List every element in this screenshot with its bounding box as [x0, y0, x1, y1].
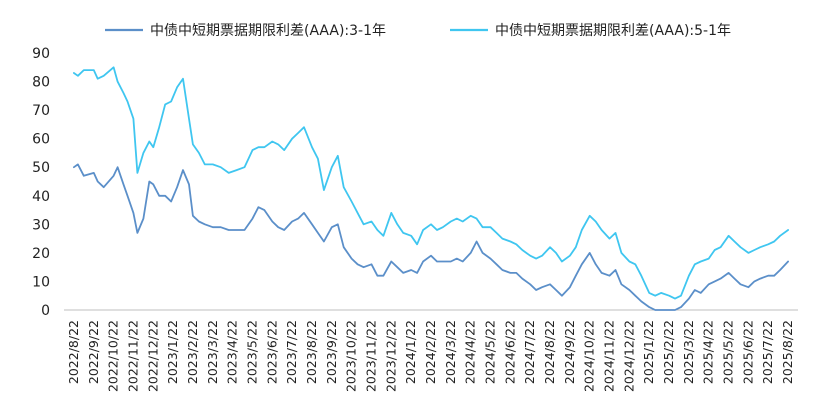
y-tick-label: 60: [32, 132, 50, 148]
series-layer: [73, 66, 789, 311]
x-tick-label: 2024/2/22: [423, 320, 438, 384]
series-line-1: [73, 163, 789, 311]
x-tick-label: 2025/2/22: [661, 320, 676, 384]
x-tick-label: 2024/5/22: [483, 320, 498, 384]
legend: 中债中短期票据期限利差(AAA):3-1年 中债中短期票据期限利差(AAA):5…: [105, 23, 731, 39]
x-tick-label: 2024/1/22: [403, 320, 418, 384]
x-tick-label: 2024/11/22: [602, 320, 617, 392]
x-tick-label: 2024/7/22: [522, 320, 537, 384]
x-tick-label: 2025/1/22: [641, 320, 656, 384]
x-tick-label: 2023/1/22: [165, 320, 180, 384]
x-tick-label: 2025/6/22: [740, 320, 755, 384]
x-tick-label: 2024/8/22: [542, 320, 557, 384]
y-tick-label: 30: [32, 217, 50, 233]
x-tick-label: 2023/10/22: [344, 320, 359, 392]
x-tick-label: 2022/8/22: [66, 320, 81, 384]
x-tick-label: 2024/9/22: [562, 320, 577, 384]
x-tick-label: 2025/8/22: [780, 320, 795, 384]
x-tick-label: 2022/9/22: [86, 320, 101, 384]
x-tick-label: 2022/11/22: [125, 320, 140, 392]
y-tick-label: 70: [32, 103, 50, 119]
y-tick-label: 10: [32, 274, 50, 290]
x-tick-label: 2023/6/22: [264, 320, 279, 384]
y-tick-label: 80: [32, 75, 50, 91]
x-tick-label: 2025/3/22: [681, 320, 696, 384]
y-axis: 0 10 20 30 40 50 60 70 80 90: [32, 46, 50, 319]
x-tick-label: 2023/5/22: [244, 320, 259, 384]
x-tick-label: 2023/8/22: [304, 320, 319, 384]
y-tick-label: 20: [32, 246, 50, 262]
x-tick-label: 2023/7/22: [284, 320, 299, 384]
x-tick-label: 2023/11/22: [363, 320, 378, 392]
x-tick-label: 2025/5/22: [721, 320, 736, 384]
x-tick-label: 2025/7/22: [760, 320, 775, 384]
y-tick-label: 0: [41, 303, 50, 319]
x-tick-label: 2023/2/22: [185, 320, 200, 384]
x-tick-label: 2024/10/22: [582, 320, 597, 392]
x-tick-label: 2022/10/22: [106, 320, 121, 392]
x-tick-label: 2023/4/22: [225, 320, 240, 384]
y-tick-label: 50: [32, 160, 50, 176]
x-axis: 2022/8/22 2022/9/22 2022/10/22 2022/11/22 20…: [64, 309, 798, 392]
x-tick-label: 2024/4/22: [463, 320, 478, 384]
x-tick-label: 2022/12/22: [145, 320, 160, 392]
x-tick-label: 2024/6/22: [502, 320, 517, 384]
legend-label-series-2: 中债中短期票据期限利差(AAA):5-1年: [495, 23, 731, 39]
y-tick-label: 40: [32, 189, 50, 205]
x-tick-label: 2024/12/22: [621, 320, 636, 392]
y-tick-label: 90: [32, 46, 50, 62]
x-tick-label: 2023/3/22: [205, 320, 220, 384]
legend-label-series-1: 中债中短期票据期限利差(AAA):3-1年: [150, 23, 386, 39]
x-tick-label: 2023/12/22: [383, 320, 398, 392]
x-tick-label: 2024/3/22: [443, 320, 458, 384]
series-line-2: [73, 66, 789, 300]
x-tick-label: 2025/4/22: [701, 320, 716, 384]
x-tick-label: 2023/9/22: [324, 320, 339, 384]
